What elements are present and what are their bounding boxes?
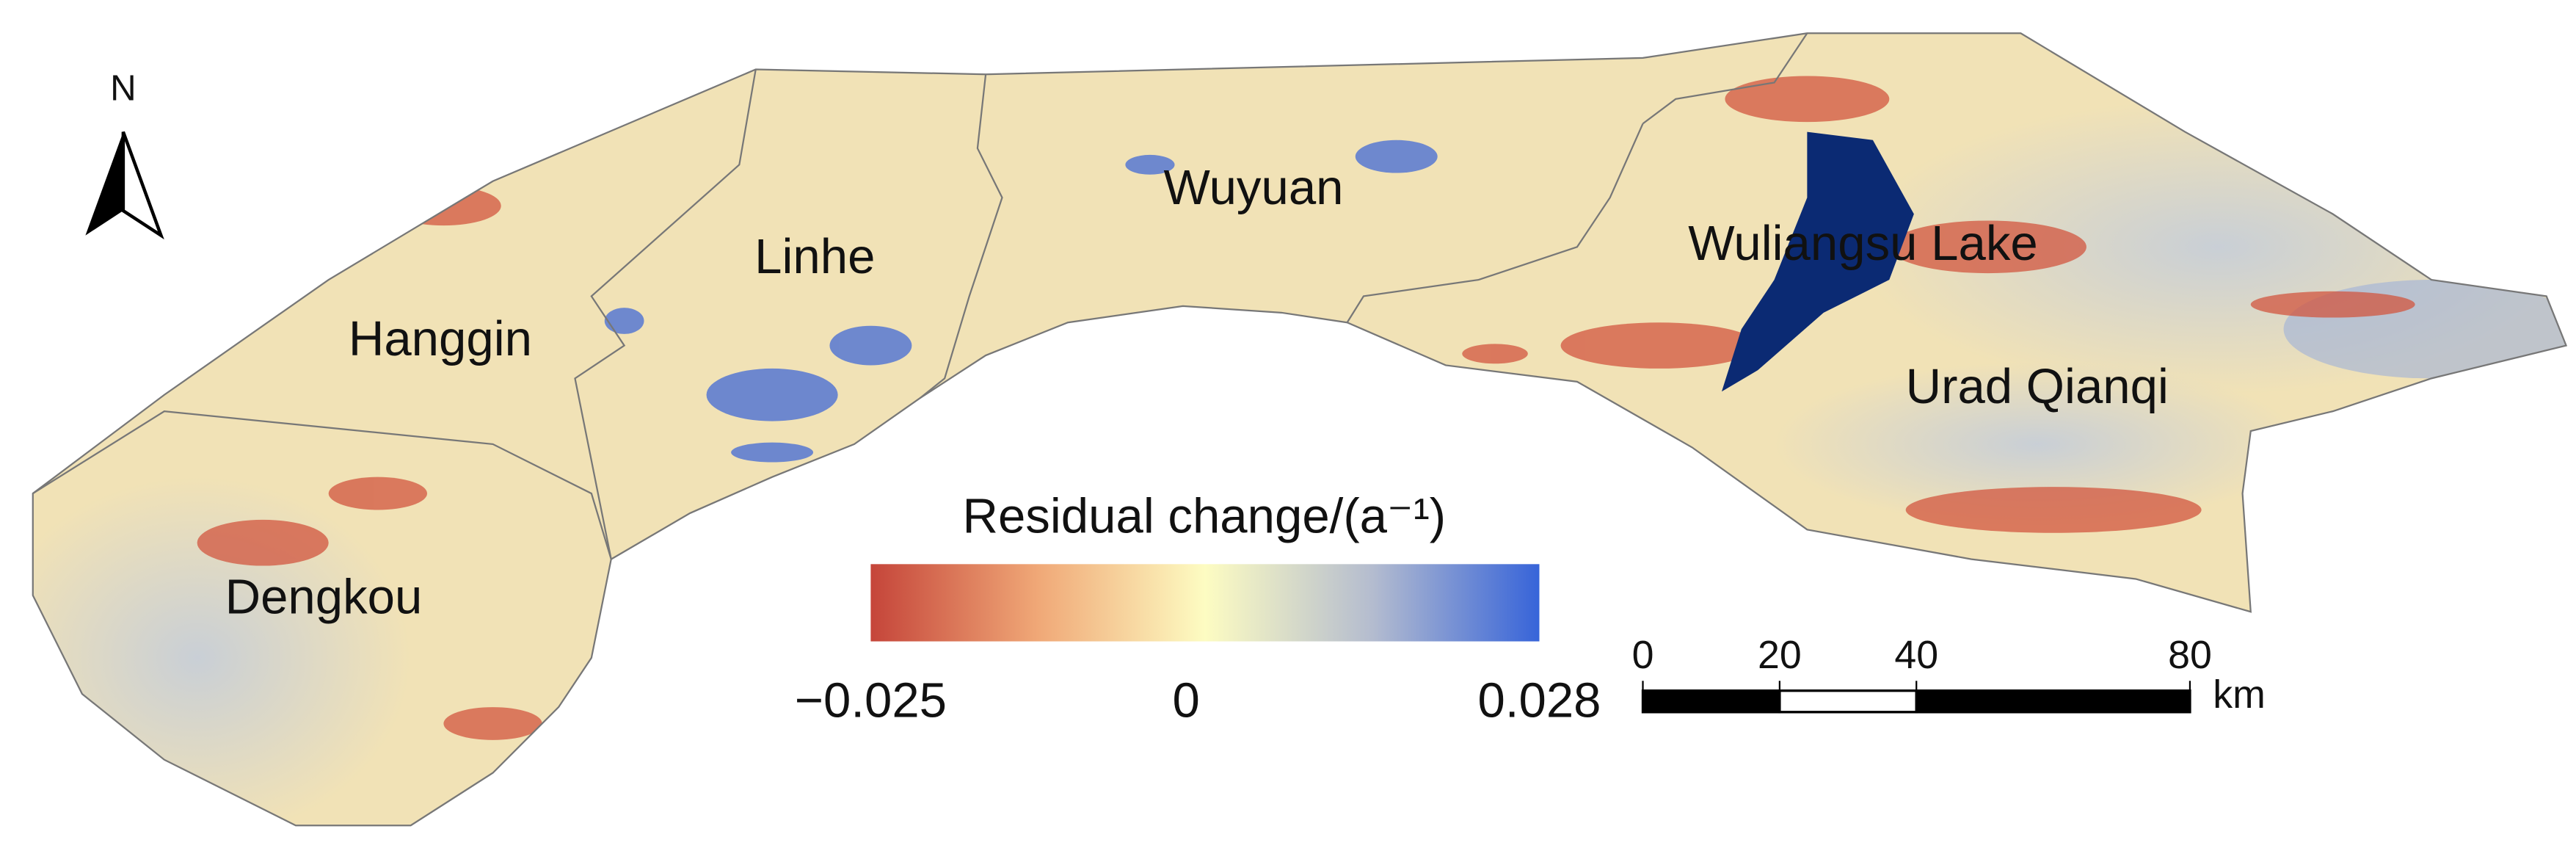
scale-bar-label: 80 <box>2168 633 2212 677</box>
red-patches <box>197 76 2415 740</box>
north-arrow-left <box>85 131 123 236</box>
north-arrow-right <box>121 131 164 240</box>
scale-bar-label: 20 <box>1758 633 1802 677</box>
colorbar-tick-label: 0 <box>1172 673 1199 728</box>
scale-bar-segment <box>1641 689 1781 714</box>
shade <box>1774 361 2300 526</box>
region-label: Urad Qianqi <box>1906 359 2169 414</box>
region-label: Linhe <box>754 229 875 284</box>
dynamic-layer: Hanggin Linhe Wuyuan Wuliangsu Lake Dengkou U… <box>225 160 2266 728</box>
scale-bar-unit: km <box>2213 673 2266 717</box>
region-label: Wuliangsu Lake <box>1688 216 2038 271</box>
shade <box>32 477 411 826</box>
region-label: Dengkou <box>225 569 423 624</box>
region-label: Wuyuan <box>1163 160 1343 215</box>
region-label: Hanggin <box>349 311 532 366</box>
boundaries <box>32 32 1808 559</box>
colorbar-tick-label: −0.025 <box>795 673 947 728</box>
north-label: N <box>110 68 137 109</box>
blue-patches <box>604 140 1438 463</box>
scale-bar-label: 40 <box>1894 633 1938 677</box>
north-arrow: N <box>85 68 164 240</box>
scale-bar-segment <box>1915 689 2191 714</box>
scale-bar-label: 0 <box>1632 633 1654 677</box>
scale-bar-segment <box>1778 689 1918 714</box>
legend-title: Residual change/(a⁻¹) <box>962 489 1446 544</box>
lake <box>1721 131 1914 392</box>
colorbar <box>870 564 1540 642</box>
colorbar-tick-label: 0.028 <box>1477 673 1601 728</box>
